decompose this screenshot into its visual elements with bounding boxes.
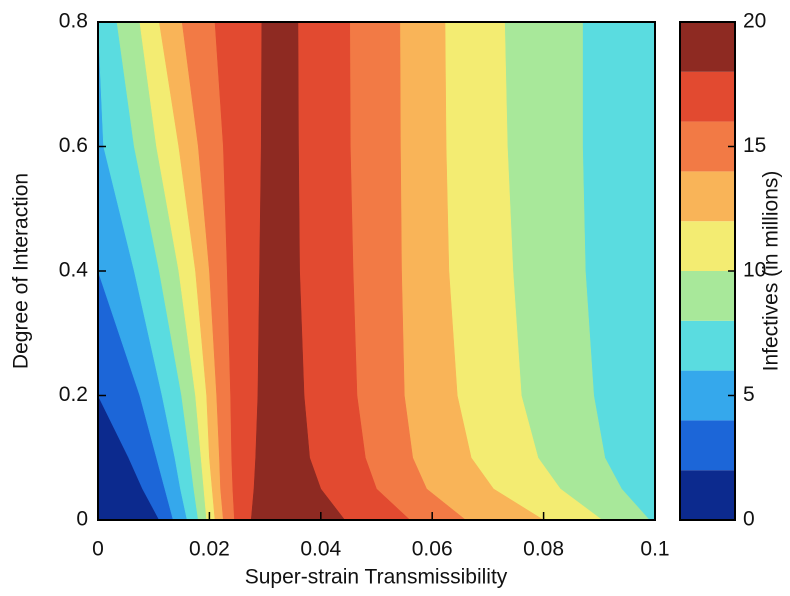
x-tick-label: 0 [92, 538, 104, 561]
colorbar-tick-label: 0 [743, 508, 755, 531]
x-tick-label: 0.1 [640, 538, 669, 561]
colorbar-tick-label: 20 [743, 10, 766, 33]
colorbar-band [680, 420, 735, 471]
colorbar-band [680, 121, 735, 172]
plot-area [98, 22, 655, 520]
y-axis-title: Degree of Interaction [10, 173, 33, 369]
contour-band [250, 22, 346, 520]
colorbar-band [680, 71, 735, 122]
colorbar-band [680, 370, 735, 421]
y-tick-label: 0.4 [59, 259, 89, 282]
colorbar-band [680, 470, 735, 520]
y-tick-label: 0.2 [59, 383, 88, 406]
colorbar-tick-label: 5 [743, 383, 755, 406]
y-tick-label: 0.6 [59, 134, 88, 157]
x-axis-title: Super-strain Transmissibility [245, 566, 508, 589]
y-tick-label: 0 [76, 508, 88, 531]
colorbar-band [680, 320, 735, 371]
colorbar-band [680, 171, 735, 222]
colorbar-tick-label: 10 [743, 259, 766, 282]
y-tick-label: 0.8 [59, 10, 88, 33]
x-tick-label: 0.08 [523, 538, 564, 561]
colorbar-tick-label: 15 [743, 134, 766, 157]
x-tick-label: 0.06 [412, 538, 453, 561]
colorbar-band [680, 271, 735, 321]
colorbar-band [680, 22, 735, 72]
colorbar-band [680, 221, 735, 271]
x-tick-label: 0.02 [189, 538, 230, 561]
colorbar-title: Infectives (in millions) [760, 171, 783, 372]
colorbar [680, 22, 735, 520]
x-tick-label: 0.04 [300, 538, 341, 561]
